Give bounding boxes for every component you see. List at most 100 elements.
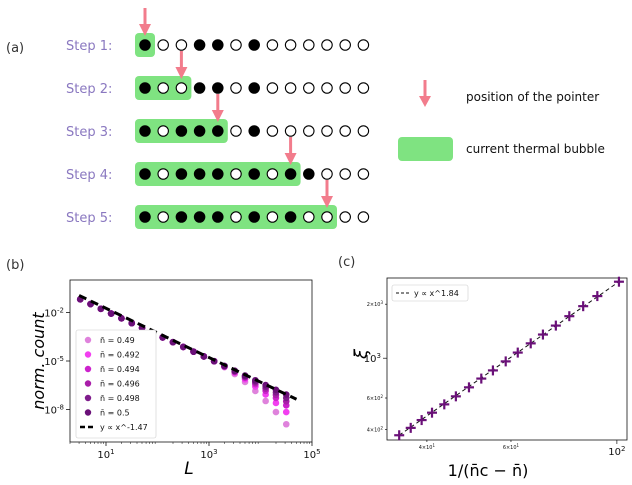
occupied-site [248, 211, 260, 223]
panel-b-legend-text: n̄ = 0.492 [100, 351, 140, 360]
panel-c-xtick-label: 4×101 [419, 443, 436, 451]
empty-site [357, 168, 370, 180]
occupied-site [284, 211, 297, 223]
empty-site [321, 211, 333, 223]
empty-site [321, 168, 333, 180]
panel-b-point [272, 399, 280, 407]
panel-c-ylabel: ξ [351, 348, 372, 360]
panel-a-schematic: (a) Step 1:Step 2:Step 3:Step 4:Step 5: … [6, 8, 605, 229]
panel-c-legend-text: y ∝ x^1.84 [414, 289, 459, 298]
panel-b-legend-text: n̄ = 0.494 [100, 365, 140, 374]
pointer-legend: position of the pointer [419, 80, 599, 107]
panel-b-xlabel: L [184, 459, 193, 479]
occupied-site [248, 39, 260, 51]
empty-site [157, 168, 169, 180]
empty-site [266, 211, 279, 223]
pointer-arrow-head [211, 110, 224, 122]
panel-c-legend: y ∝ x^1.84 [391, 284, 469, 302]
pointer-legend-text: position of the pointer [466, 90, 599, 104]
empty-site [357, 82, 370, 94]
empty-site [339, 39, 351, 51]
bubble-legend: current thermal bubble [398, 137, 605, 161]
empty-site [230, 39, 242, 51]
panel-b-xtick-label: 101 [97, 448, 114, 461]
bubble-legend-swatch [398, 137, 453, 161]
empty-site [303, 82, 315, 94]
occupied-site [139, 211, 151, 223]
empty-site [230, 211, 242, 223]
empty-site [266, 39, 279, 51]
panel-b-point [262, 397, 269, 405]
panel-c-fit-line [398, 281, 620, 436]
empty-site [339, 168, 351, 180]
empty-site [175, 82, 188, 94]
occupied-site [175, 125, 188, 137]
panel-b-fit-line [78, 294, 298, 401]
occupied-site [193, 211, 206, 223]
empty-site [321, 125, 333, 137]
empty-site [266, 82, 279, 94]
panel-b-point [118, 315, 125, 322]
empty-site [284, 82, 297, 94]
panel-b-point [190, 348, 197, 355]
panel-b-legend: n̄ = 0.49 n̄ = 0.492 n̄ = 0.494 n̄ = 0.496 n… [75, 329, 157, 439]
empty-site [357, 211, 370, 223]
empty-site [284, 39, 297, 51]
occupied-site [139, 82, 151, 94]
panel-b-point [282, 408, 290, 416]
empty-site [157, 125, 169, 137]
panel-b-point [179, 343, 187, 351]
panel-b-legend-marker [84, 336, 92, 344]
panel-b-legend-fit-text: y ∝ x^-1.47 [100, 423, 148, 432]
empty-site [357, 39, 370, 51]
pointer-arrow-head [321, 196, 333, 208]
empty-site [266, 125, 279, 137]
panel-b-legend-marker [84, 409, 92, 416]
pointer-arrow-head [175, 67, 188, 79]
occupied-site [284, 168, 297, 180]
empty-site [175, 39, 188, 51]
occupied-site [139, 39, 151, 51]
empty-site [303, 211, 315, 223]
panel-c-ytick-label: 2×103 [367, 300, 384, 308]
panel-c-frame [386, 277, 628, 441]
step-label: Step 3: [66, 125, 112, 140]
panel-b-legend-text: n̄ = 0.498 [100, 394, 140, 403]
empty-site [339, 82, 351, 94]
panel-b-xtick-label: 103 [200, 448, 217, 461]
panel-b-legend-text: n̄ = 0.49 [100, 336, 135, 345]
empty-site [230, 168, 242, 180]
occupied-site [175, 211, 188, 223]
step-label: Step 2: [66, 82, 112, 97]
occupied-site [248, 125, 260, 137]
empty-site [303, 125, 315, 137]
empty-site [303, 39, 315, 51]
panel-c-label: (c) [338, 255, 355, 270]
panel-c-ytick-label: 6×102 [367, 394, 384, 402]
empty-site [266, 168, 279, 180]
panel-b-point [272, 408, 280, 416]
panel-b-legend-marker [84, 365, 92, 373]
bubble-legend-text: current thermal bubble [466, 142, 605, 156]
panel-b-point [272, 386, 280, 394]
panel-c-xlabel: 1/(n̄c − n̄) [448, 461, 529, 480]
empty-site [157, 82, 169, 94]
panel-c-legend-box [391, 284, 469, 302]
occupied-site [212, 39, 224, 51]
occupied-site [193, 82, 206, 94]
panel-c-points [394, 276, 624, 441]
panel-a-label: (a) [6, 41, 24, 56]
occupied-site [193, 125, 206, 137]
occupied-site [248, 168, 260, 180]
panel-b-legend-marker [84, 351, 92, 358]
empty-site [157, 211, 169, 223]
pointer-arrow-head [284, 153, 297, 165]
occupied-site [139, 125, 151, 137]
panel-c-xtick-label: 102 [608, 445, 625, 458]
panel-b-label: (b) [6, 258, 24, 273]
empty-site [157, 39, 169, 51]
panel-c-xtick-label: 6×101 [503, 443, 520, 451]
step-label: Step 4: [66, 168, 112, 183]
